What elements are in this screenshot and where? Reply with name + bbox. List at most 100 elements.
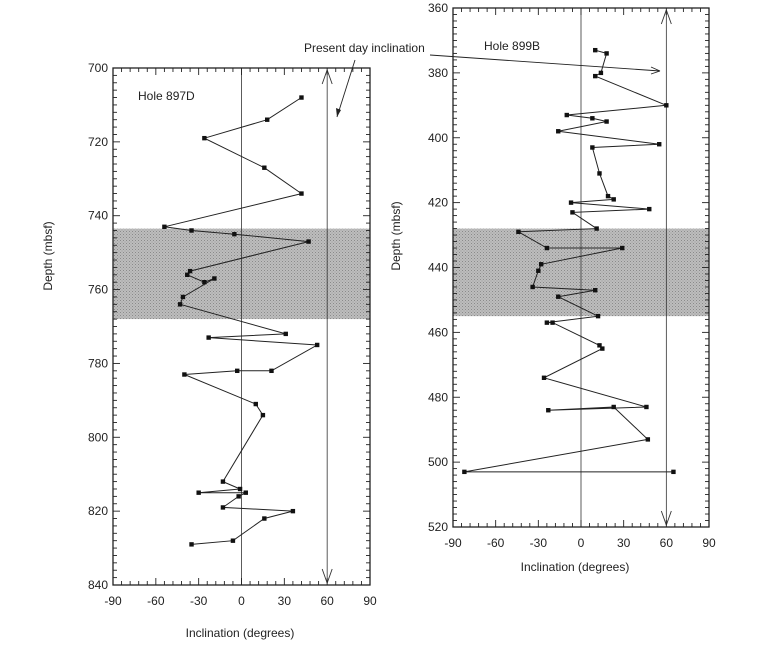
x-tick-label: -30 [530, 536, 548, 550]
data-point [189, 228, 194, 233]
data-point [604, 51, 609, 56]
y-axis-title: Depth (mbsf) [389, 201, 403, 270]
data-point [611, 197, 616, 202]
annotation-text: Present day inclination [304, 41, 425, 55]
hole-label: Hole 897D [138, 89, 195, 103]
plot-hole-897d: 700 720 740 760 780 800 820 840 -90 -60 -30 0 30 60 9… [41, 61, 377, 640]
data-points [162, 95, 320, 547]
data-point [283, 331, 288, 337]
x-tick-label: -90 [104, 594, 122, 608]
data-point [314, 342, 320, 348]
data-point [620, 245, 625, 251]
data-point [235, 368, 240, 374]
annotation-arrow-right [429, 54, 661, 72]
data-point [269, 368, 274, 374]
y-tick-label: 400 [428, 131, 448, 145]
data-point [306, 239, 311, 244]
y-tick-label: 480 [428, 390, 448, 404]
data-point [230, 538, 236, 543]
data-point [544, 245, 550, 251]
data-point [220, 505, 226, 510]
x-tick-label: 90 [363, 594, 377, 608]
y-tick-label: 440 [428, 261, 448, 275]
y-tick-label: 380 [428, 66, 448, 80]
y-tick-label: 360 [428, 1, 448, 15]
data-point [556, 129, 561, 134]
y-tick-label: 780 [88, 356, 108, 370]
data-point [262, 165, 267, 170]
x-tick-label: 60 [660, 536, 674, 550]
present-day-annotation: Present day inclination [304, 41, 661, 118]
data-point [611, 404, 616, 410]
data-point [299, 191, 304, 196]
data-point [546, 408, 551, 413]
data-point [180, 294, 186, 300]
data-point [189, 542, 194, 547]
data-point [550, 320, 555, 325]
data-point [570, 210, 575, 215]
data-point [590, 145, 595, 150]
y-ticks: 700 720 740 760 780 800 820 840 [88, 61, 370, 592]
data-point [594, 226, 599, 231]
data-point [597, 343, 602, 348]
data-point [516, 229, 521, 235]
annotation-arrow-left [336, 59, 356, 118]
data-point [185, 272, 190, 277]
y-tick-label: 720 [88, 135, 108, 149]
data-point [593, 73, 598, 79]
data-point [590, 116, 595, 121]
x-tick-label: -60 [147, 594, 165, 608]
x-tick-label: 0 [578, 536, 585, 550]
y-ticks: 360 380 400 420 440 460 480 500 520 [428, 1, 709, 534]
data-point [671, 469, 676, 475]
x-tick-label: 0 [238, 594, 245, 608]
data-point [538, 262, 544, 267]
data-point [187, 268, 193, 274]
x-tick-label: 90 [702, 536, 716, 550]
y-axis-title: Depth (mbsf) [41, 221, 55, 290]
data-point [556, 294, 561, 299]
plot-hole-899b: 360 380 400 420 440 460 480 500 520 -90 -60 -30 0 30… [389, 1, 716, 574]
y-tick-label: 500 [428, 455, 448, 469]
x-tick-label: 60 [320, 594, 334, 608]
data-point [644, 404, 649, 410]
data-point [206, 335, 211, 340]
data-point [595, 313, 601, 319]
y-tick-label: 740 [88, 209, 108, 223]
y-tick-label: 460 [428, 325, 448, 339]
data-point [541, 375, 547, 380]
data-point [536, 268, 541, 273]
data-point [232, 231, 237, 237]
x-tick-label: 30 [278, 594, 292, 608]
data-point [237, 486, 243, 492]
data-point [647, 206, 652, 212]
data-point [564, 112, 569, 118]
data-point [202, 279, 207, 285]
data-point [597, 171, 602, 176]
data-point [657, 142, 662, 147]
data-point [196, 490, 201, 495]
hole-label: Hole 899B [484, 39, 540, 53]
data-point [262, 516, 267, 521]
data-series-line [464, 49, 674, 473]
y-tick-label: 760 [88, 283, 108, 297]
data-point [220, 479, 226, 484]
x-tick-label: -30 [190, 594, 208, 608]
x-tick-label: -90 [444, 536, 462, 550]
annotation-arrowhead-right [650, 66, 661, 75]
x-ticks: -90 -60 -30 0 30 60 90 [104, 68, 377, 608]
data-point [265, 117, 270, 122]
data-point [260, 412, 266, 418]
data-point [664, 103, 669, 108]
data-points [462, 47, 676, 475]
data-point [177, 302, 183, 307]
y-tick-label: 520 [428, 520, 448, 534]
data-point [236, 494, 241, 499]
data-point [212, 276, 217, 281]
x-tick-label: -60 [487, 536, 505, 550]
x-axis-title: Inclination (degrees) [521, 560, 630, 574]
y-tick-label: 840 [88, 578, 108, 592]
x-axis-title: Inclination (degrees) [186, 626, 295, 640]
data-point [593, 288, 598, 293]
data-point [202, 135, 207, 141]
